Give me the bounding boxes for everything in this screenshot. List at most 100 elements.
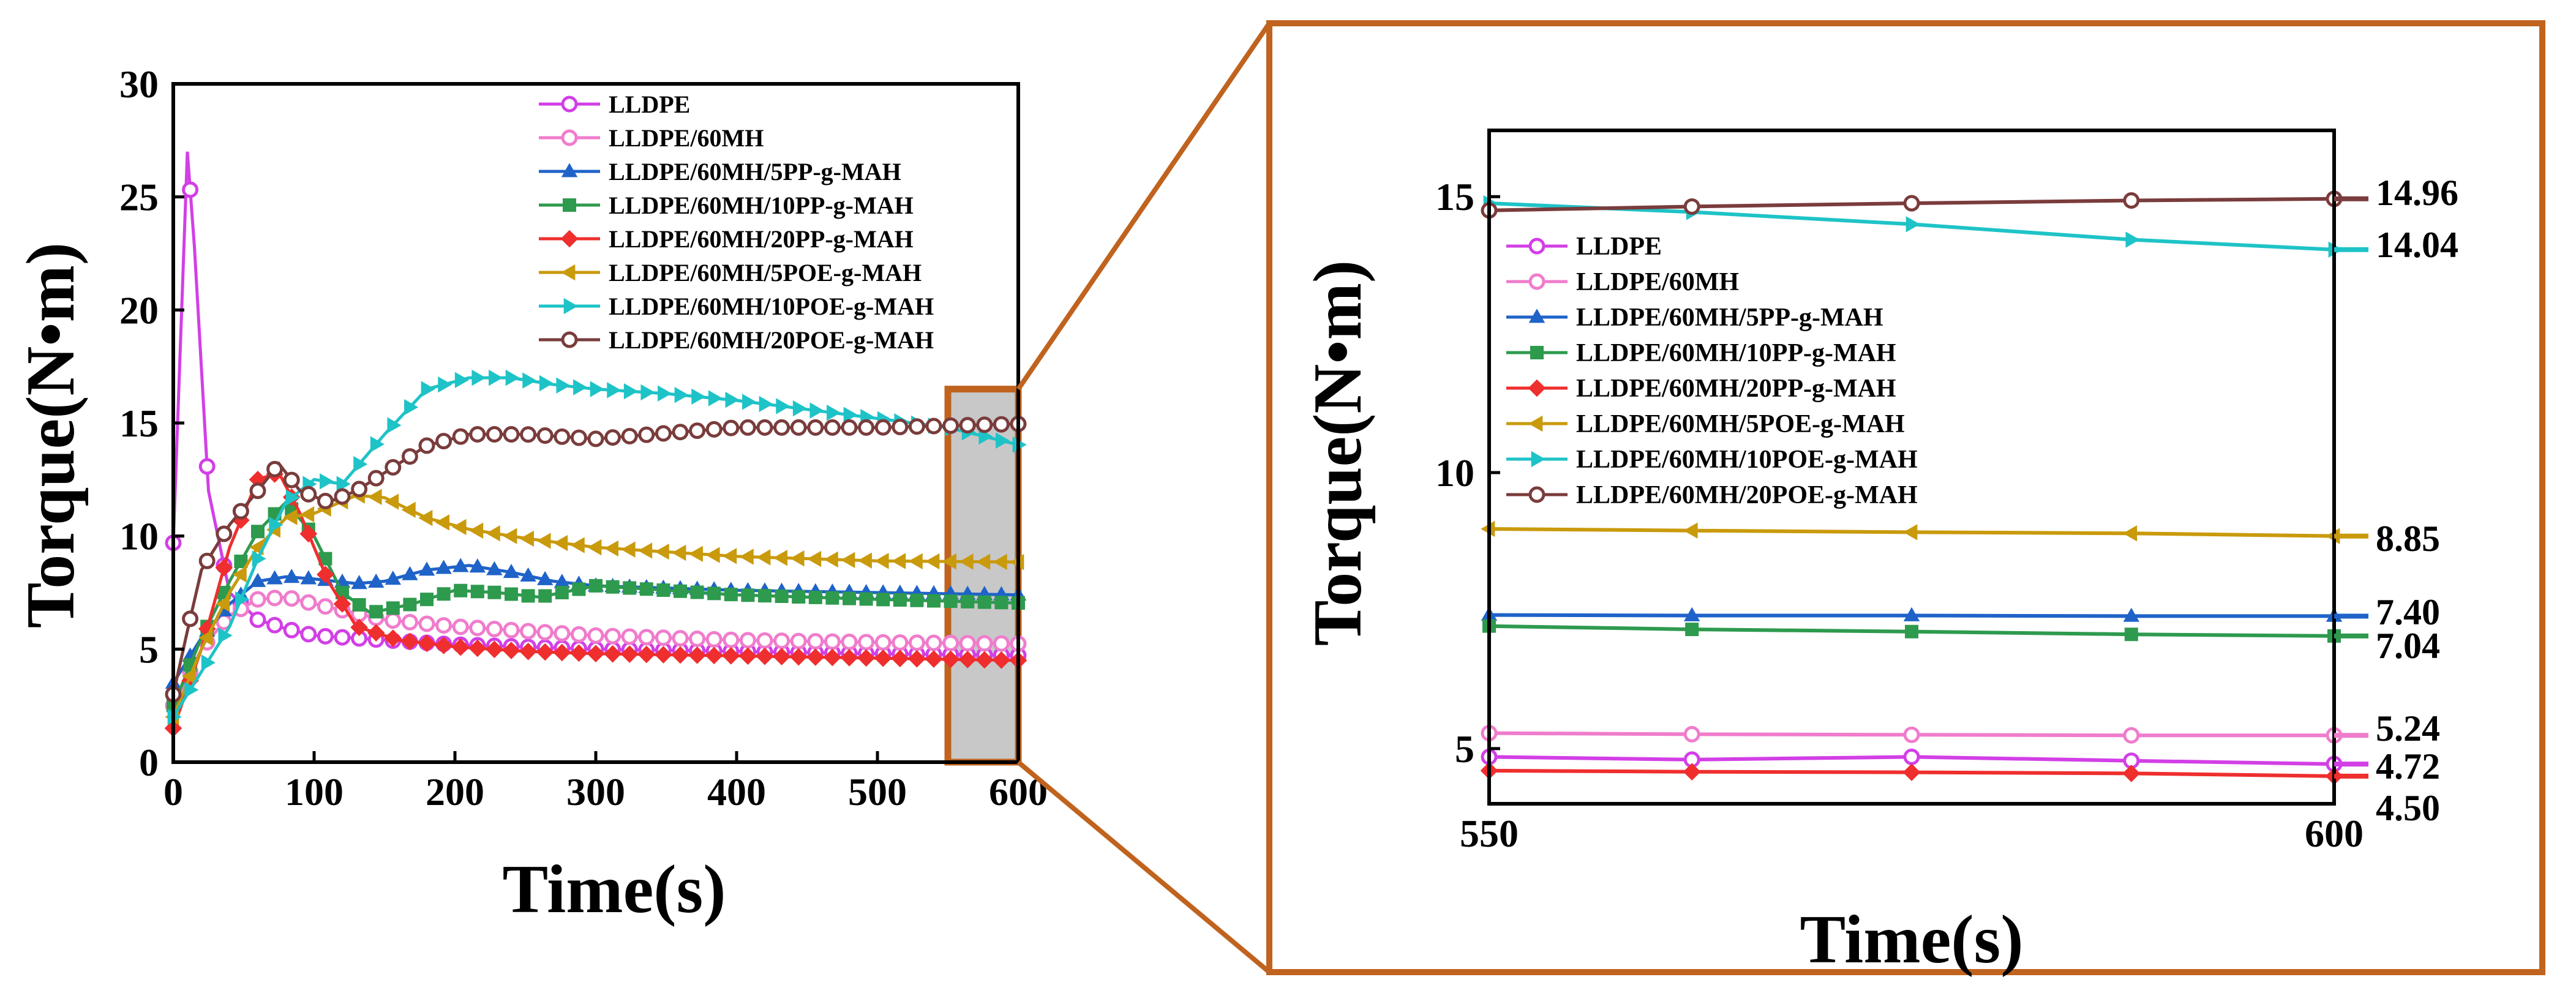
data-point: [587, 627, 604, 644]
data-point: [908, 418, 925, 435]
data-point: [827, 404, 841, 421]
data-point: [708, 390, 723, 406]
data-point: [470, 585, 484, 599]
data-point: [739, 549, 754, 565]
legend: LLDPE LLDPE/60MH LLDPE/60MH/5PP-g-MAH LLDPE…: [1506, 233, 1918, 509]
data-point: [401, 448, 418, 465]
data-point: [908, 634, 925, 651]
data-point: [536, 624, 554, 641]
data-point: [638, 629, 655, 646]
legend-swatch-marker: [1528, 238, 1545, 255]
data-point: [996, 432, 1010, 449]
series-lldpe-60mh-10pp-g-mah: [167, 500, 1025, 713]
data-point: [300, 594, 317, 611]
legend-swatch-marker: [1528, 379, 1546, 397]
data-point: [707, 586, 721, 601]
data-point: [639, 582, 653, 596]
data-point: [725, 391, 740, 408]
legend-item-lldpe-60mh-5poe-g-mah: LLDPE/60MH/5POE-g-MAH: [1506, 410, 1905, 438]
data-point: [216, 525, 233, 542]
data-point: [758, 589, 772, 603]
data-point: [824, 551, 838, 568]
data-point: [976, 553, 991, 570]
data-point: [201, 654, 216, 671]
data-point: [317, 598, 334, 615]
series-line-lldpe-60mh-10pp-g-mah: [171, 500, 1019, 706]
data-point: [2122, 765, 2141, 782]
data-point: [621, 628, 638, 645]
data-point: [471, 369, 486, 386]
series-lldpe-60mh-20pp-g-mah: [1480, 762, 2343, 785]
data-point: [489, 369, 503, 386]
data-point: [773, 419, 790, 436]
data-point: [198, 552, 216, 569]
data-point: [570, 644, 588, 662]
data-point: [333, 595, 351, 613]
data-point: [452, 618, 469, 635]
data-point: [435, 637, 452, 654]
data-point: [977, 595, 991, 609]
data-point: [776, 398, 790, 414]
data-point: [370, 436, 385, 452]
legend-item-lldpe-60mh-10poe-g-mah: LLDPE/60MH/10POE-g-MAH: [539, 293, 934, 320]
data-point: [589, 579, 603, 593]
end-value-label-lldpe-60mh-20pp-g-mah: 4.50: [2376, 788, 2440, 828]
data-point: [606, 580, 620, 594]
data-point: [469, 522, 484, 539]
data-point: [435, 433, 452, 450]
data-point: [1902, 763, 1921, 781]
data-point: [893, 593, 907, 607]
data-point: [452, 558, 469, 572]
data-point: [623, 581, 637, 595]
data-point: [773, 648, 790, 665]
data-point: [2123, 192, 2140, 209]
data-point: [251, 525, 265, 539]
data-point: [739, 419, 756, 436]
data-point: [942, 417, 959, 434]
data-point: [756, 549, 771, 566]
data-point: [891, 650, 909, 667]
legend-swatch-marker: [1528, 273, 1545, 290]
data-point: [538, 589, 552, 603]
data-point: [604, 429, 621, 446]
data-point: [587, 645, 605, 663]
data-point: [604, 645, 621, 663]
data-point: [402, 566, 418, 580]
legend-label: LLDPE/60MH/5PP-g-MAH: [1576, 304, 1883, 332]
data-point: [249, 482, 266, 500]
data-point: [317, 492, 334, 509]
legend-item-lldpe-60mh-5poe-g-mah: LLDPE/60MH/5POE-g-MAH: [539, 259, 922, 286]
data-point: [1683, 725, 1700, 743]
series-lldpe-60mh-20poe-g-mah: [165, 416, 1027, 703]
data-point: [469, 620, 486, 637]
legend-label: LLDPE: [609, 91, 690, 118]
data-point: [807, 419, 824, 436]
data-point: [503, 528, 517, 544]
data-point: [198, 458, 216, 475]
data-point: [994, 596, 1008, 610]
data-point: [674, 387, 689, 403]
data-point: [807, 550, 822, 567]
data-point: [435, 514, 449, 531]
data-point: [620, 645, 639, 663]
data-point: [705, 421, 723, 438]
data-point: [451, 638, 470, 656]
data-point: [232, 566, 247, 583]
data-point: [249, 591, 266, 608]
data-point: [454, 583, 468, 597]
data-point: [1905, 624, 1918, 638]
data-point: [487, 585, 501, 599]
data-point: [234, 555, 248, 569]
data-point: [607, 382, 621, 399]
data-point: [351, 575, 367, 590]
y-tick-label: 20: [119, 288, 159, 332]
legend-swatch-marker: [561, 264, 576, 281]
data-point: [503, 621, 520, 638]
data-point: [334, 488, 351, 505]
data-point: [300, 485, 317, 503]
x-tick-label: 200: [426, 770, 484, 814]
highlight-region: [944, 386, 1022, 766]
data-point: [925, 553, 940, 570]
data-point: [824, 633, 841, 650]
connector-top: [1016, 21, 1272, 391]
